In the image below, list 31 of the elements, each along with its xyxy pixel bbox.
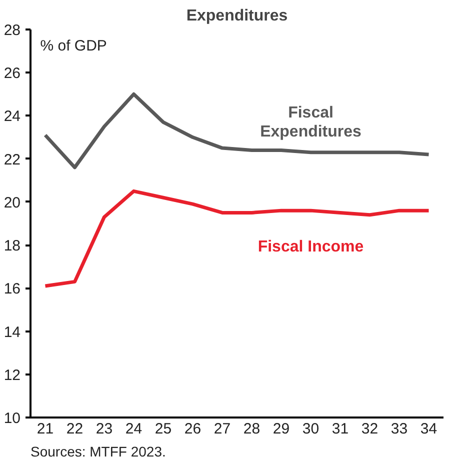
x-tick-label: 31 [332, 420, 349, 438]
y-tick-label: 26 [4, 65, 21, 82]
y-tick-label: 12 [4, 366, 21, 384]
y-axis-title: % of GDP [40, 38, 107, 54]
x-tick-label: 23 [96, 420, 113, 438]
line-series [44, 189, 430, 288]
y-tick-label: 18 [4, 238, 21, 255]
x-tick-label: 30 [302, 420, 320, 438]
y-tick-label: 22 [4, 151, 21, 168]
x-tick-label: 29 [272, 420, 290, 438]
y-tick-label: 20 [4, 194, 21, 212]
x-tick-label: 28 [243, 420, 260, 438]
x-tick-label: 22 [66, 420, 84, 438]
y-tick-label: 16 [4, 280, 21, 298]
y-tick-label: 14 [4, 324, 21, 341]
series-label: Fiscal Income [258, 238, 364, 256]
source-note: Sources: MTFF 2023. [30, 444, 166, 460]
x-tick-label: 27 [214, 420, 231, 438]
x-tick-label: 26 [184, 420, 202, 438]
y-tick-label: 10 [4, 410, 21, 427]
x-tick-label: 21 [36, 420, 54, 438]
line-series [44, 92, 430, 170]
y-tick-label: 28 [4, 22, 21, 39]
series-label: Fiscal Expenditures [260, 104, 362, 140]
x-tick-label: 25 [154, 420, 172, 438]
x-tick-label: 33 [390, 420, 408, 438]
y-tick-label: 24 [4, 108, 21, 126]
x-tick-label: 34 [420, 420, 438, 438]
x-tick-label: 24 [125, 420, 142, 438]
x-tick-label: 32 [361, 420, 378, 438]
chart-title: Expenditures [186, 8, 288, 24]
